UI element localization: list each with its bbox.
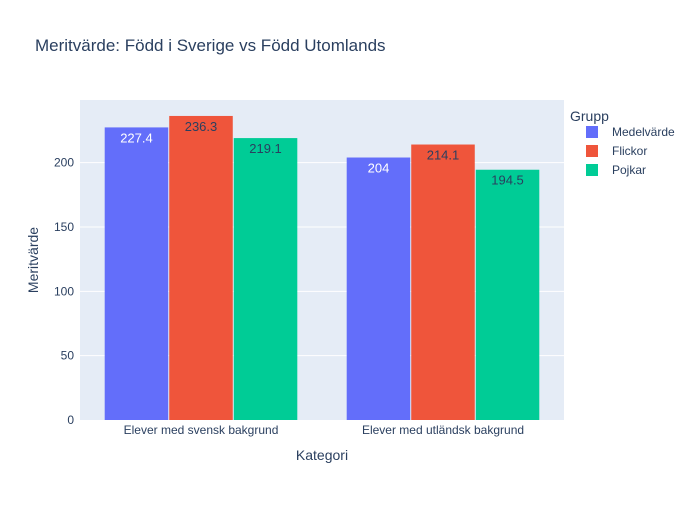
- bar-value-label: 204: [368, 161, 390, 176]
- bar-value-label: 236.3: [185, 119, 218, 134]
- x-axis-title: Kategori: [296, 447, 348, 463]
- x-tick-label: Elever med utländsk bakgrund: [362, 423, 524, 437]
- y-axis-title: Meritvärde: [25, 227, 41, 293]
- y-tick-label: 50: [61, 349, 75, 363]
- x-tick-labels: Elever med svensk bakgrund Elever med utl…: [124, 423, 524, 437]
- bar-flickor: [411, 144, 475, 420]
- bar-medelvarde: [104, 127, 169, 420]
- bar-labels: 227.4 236.3 219.1 204 214.1 194.5: [120, 119, 524, 188]
- legend-item-label[interactable]: Flickor: [612, 144, 647, 158]
- bar-value-label: 194.5: [491, 173, 524, 188]
- bar-pojkar: [233, 138, 298, 420]
- y-tick-labels: 0 50 100 150 200: [54, 156, 74, 427]
- legend-title: Grupp: [570, 108, 609, 124]
- y-tick-label: 150: [54, 220, 74, 234]
- chart-title: Meritvärde: Född i Sverige vs Född Utoml…: [35, 36, 386, 55]
- bar-pojkar: [475, 169, 540, 420]
- legend-item-label[interactable]: Pojkar: [612, 163, 646, 177]
- bar-flickor: [169, 115, 233, 421]
- bars: [104, 115, 540, 421]
- bar-value-label: 219.1: [249, 141, 282, 156]
- legend-swatch[interactable]: [586, 164, 598, 176]
- y-tick-label: 100: [54, 284, 74, 298]
- bar-value-label: 227.4: [120, 130, 153, 145]
- legend-swatch[interactable]: [586, 126, 598, 138]
- legend: Grupp Medelvärde Flickor Pojkar: [570, 108, 675, 177]
- bar-value-label: 214.1: [427, 148, 460, 163]
- y-tick-label: 0: [67, 413, 74, 427]
- y-tick-label: 200: [54, 156, 74, 170]
- bar-medelvarde: [346, 157, 411, 420]
- legend-item-label[interactable]: Medelvärde: [612, 125, 675, 139]
- x-tick-label: Elever med svensk bakgrund: [124, 423, 279, 437]
- legend-swatch[interactable]: [586, 145, 598, 157]
